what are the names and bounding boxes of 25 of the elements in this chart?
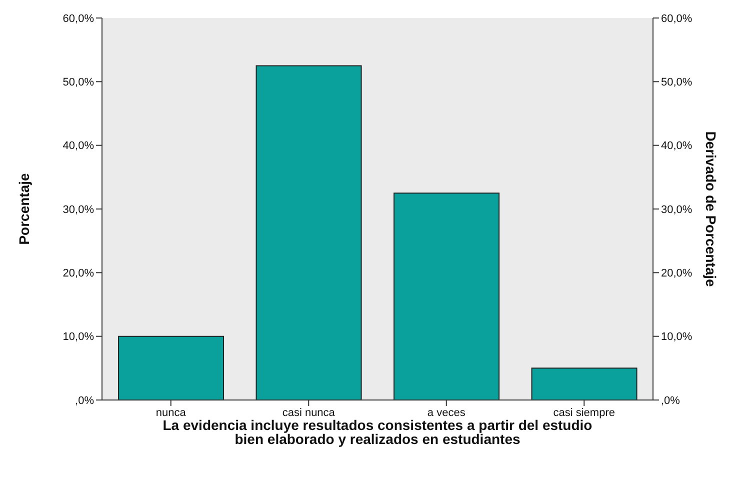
bar [256, 65, 362, 400]
y-tick-label: 60,0% [62, 12, 94, 25]
y2-tick-label: 20,0% [661, 268, 692, 280]
y2-tick-label: 60,0% [661, 12, 692, 25]
x-tick-label: casi nunca [282, 406, 336, 419]
y-tick-label: 30,0% [62, 204, 94, 216]
y2-tick-label: ,0% [661, 394, 680, 407]
y2-tick-label: 40,0% [661, 140, 692, 152]
bar [118, 336, 224, 400]
y2-tick-label: 30,0% [661, 204, 692, 216]
y-tick-label: 20,0% [62, 268, 94, 280]
y2-tick-label: 50,0% [661, 76, 692, 89]
y-tick-label: 10,0% [62, 331, 94, 344]
bar [394, 192, 500, 400]
y-tick-label: ,0% [75, 394, 94, 407]
y2-axis-title: Derivado de Porcentaje [703, 131, 720, 288]
y2-tick-label: 10,0% [661, 331, 692, 344]
bar [531, 368, 638, 400]
y-axis-title: Porcentaje [16, 172, 32, 245]
y-tick-label: 40,0% [62, 140, 94, 152]
x-axis-title: La evidencia incluye resultados consistentes a partir del estudio bien elaborado y realizados en estudiantes [162, 417, 592, 447]
x-tick-label: a veces [427, 406, 466, 419]
y-tick-label: 50,0% [62, 76, 94, 89]
x-tick-label: casi siempre [553, 406, 615, 419]
x-tick-label: nunca [156, 406, 187, 419]
